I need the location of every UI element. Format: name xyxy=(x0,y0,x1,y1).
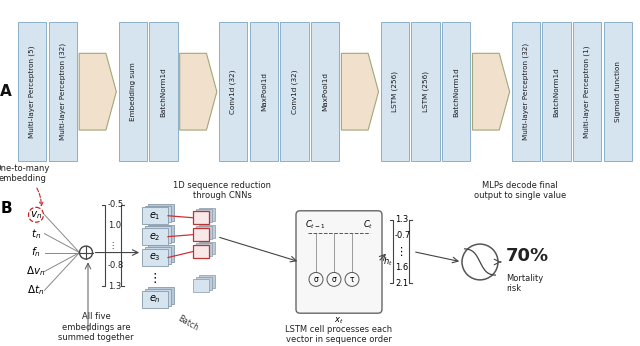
FancyBboxPatch shape xyxy=(148,204,174,221)
Polygon shape xyxy=(472,53,509,130)
FancyBboxPatch shape xyxy=(196,243,212,256)
Text: LSTM (256): LSTM (256) xyxy=(392,71,398,112)
FancyBboxPatch shape xyxy=(412,22,440,162)
FancyBboxPatch shape xyxy=(142,207,168,224)
Text: 1.3: 1.3 xyxy=(395,215,408,224)
FancyBboxPatch shape xyxy=(543,22,571,162)
Text: ⋮: ⋮ xyxy=(108,241,116,250)
Text: Batch: Batch xyxy=(176,314,200,333)
Text: One-to-many
embedding: One-to-many embedding xyxy=(0,164,50,206)
Text: Mortality
risk: Mortality risk xyxy=(506,274,543,293)
FancyBboxPatch shape xyxy=(280,22,308,162)
FancyBboxPatch shape xyxy=(296,211,382,313)
Text: σ: σ xyxy=(314,275,318,284)
Text: τ: τ xyxy=(349,275,355,284)
Text: $\Delta t_n$: $\Delta t_n$ xyxy=(28,283,45,297)
Text: LSTM (256): LSTM (256) xyxy=(422,71,429,112)
Text: Multi-layer Perceptron (5): Multi-layer Perceptron (5) xyxy=(29,45,35,138)
FancyBboxPatch shape xyxy=(219,22,248,162)
Text: LSTM cell processes each
vector in sequence order: LSTM cell processes each vector in seque… xyxy=(285,325,392,344)
Text: MaxPool1d: MaxPool1d xyxy=(261,72,267,111)
Text: BatchNorm1d: BatchNorm1d xyxy=(160,67,166,117)
FancyBboxPatch shape xyxy=(149,22,177,162)
FancyBboxPatch shape xyxy=(142,249,168,266)
FancyBboxPatch shape xyxy=(199,225,215,237)
FancyBboxPatch shape xyxy=(193,245,209,258)
FancyBboxPatch shape xyxy=(145,247,171,264)
FancyBboxPatch shape xyxy=(148,225,174,242)
FancyBboxPatch shape xyxy=(145,289,171,306)
Text: -0.8: -0.8 xyxy=(108,262,124,271)
FancyBboxPatch shape xyxy=(196,277,212,290)
Text: $C_{t-1}$: $C_{t-1}$ xyxy=(305,218,326,231)
FancyBboxPatch shape xyxy=(512,22,540,162)
FancyBboxPatch shape xyxy=(148,245,174,262)
Text: $f_n$: $f_n$ xyxy=(31,246,41,260)
Text: Multi-layer Perceptron (1): Multi-layer Perceptron (1) xyxy=(584,45,591,138)
Text: 1.0: 1.0 xyxy=(108,221,121,230)
FancyBboxPatch shape xyxy=(142,291,168,308)
Text: 2.1: 2.1 xyxy=(395,279,408,288)
Text: BatchNorm1d: BatchNorm1d xyxy=(554,67,559,117)
FancyBboxPatch shape xyxy=(193,279,209,292)
Polygon shape xyxy=(180,53,217,130)
Text: 1D sequence reduction
through CNNs: 1D sequence reduction through CNNs xyxy=(173,181,271,200)
FancyBboxPatch shape xyxy=(142,228,168,245)
Text: $\Delta v_n$: $\Delta v_n$ xyxy=(26,265,45,278)
FancyBboxPatch shape xyxy=(148,287,174,304)
FancyBboxPatch shape xyxy=(196,209,212,222)
Text: $v_n$: $v_n$ xyxy=(30,209,42,221)
FancyBboxPatch shape xyxy=(145,206,171,222)
Text: σ: σ xyxy=(332,275,337,284)
Text: Sigmoid function: Sigmoid function xyxy=(615,61,621,122)
Text: $e_1$: $e_1$ xyxy=(149,210,161,222)
FancyBboxPatch shape xyxy=(381,22,409,162)
FancyBboxPatch shape xyxy=(442,22,470,162)
Text: -0.7: -0.7 xyxy=(395,231,412,240)
Text: Multi-layer Perceptron (32): Multi-layer Perceptron (32) xyxy=(60,43,66,140)
Text: All five
embeddings are
summed together: All five embeddings are summed together xyxy=(58,312,134,342)
Text: $x_t$: $x_t$ xyxy=(334,315,344,326)
Text: $e_n$: $e_n$ xyxy=(149,293,161,305)
FancyBboxPatch shape xyxy=(118,22,147,162)
FancyBboxPatch shape xyxy=(573,22,602,162)
FancyBboxPatch shape xyxy=(311,22,339,162)
FancyBboxPatch shape xyxy=(18,22,47,162)
Text: $h_t$: $h_t$ xyxy=(383,256,393,268)
FancyBboxPatch shape xyxy=(199,242,215,254)
Polygon shape xyxy=(341,53,378,130)
Text: ⋮: ⋮ xyxy=(395,247,406,256)
Text: $C_t$: $C_t$ xyxy=(363,218,373,231)
Text: B: B xyxy=(0,201,12,216)
Text: BatchNorm1d: BatchNorm1d xyxy=(453,67,459,117)
FancyBboxPatch shape xyxy=(49,22,77,162)
Text: Conv1d (32): Conv1d (32) xyxy=(230,70,236,114)
Text: MaxPool1d: MaxPool1d xyxy=(322,72,328,111)
Text: 1.3: 1.3 xyxy=(108,282,121,291)
Text: 1.6: 1.6 xyxy=(395,263,408,272)
Text: A: A xyxy=(0,84,12,99)
Text: $e_3$: $e_3$ xyxy=(149,252,161,263)
FancyBboxPatch shape xyxy=(199,275,215,288)
FancyBboxPatch shape xyxy=(196,226,212,239)
Text: MLPs decode final
output to single value: MLPs decode final output to single value xyxy=(474,181,566,200)
Text: 70%: 70% xyxy=(506,247,549,265)
Text: Conv1d (32): Conv1d (32) xyxy=(291,70,298,114)
Polygon shape xyxy=(79,53,116,130)
Text: $e_2$: $e_2$ xyxy=(149,231,161,243)
Text: Embedding sum: Embedding sum xyxy=(130,62,136,121)
Text: -0.5: -0.5 xyxy=(108,200,124,209)
FancyBboxPatch shape xyxy=(199,208,215,221)
Text: ⋮: ⋮ xyxy=(148,272,161,285)
FancyBboxPatch shape xyxy=(193,228,209,241)
FancyBboxPatch shape xyxy=(193,211,209,224)
FancyBboxPatch shape xyxy=(604,22,632,162)
Text: $t_n$: $t_n$ xyxy=(31,227,41,240)
FancyBboxPatch shape xyxy=(250,22,278,162)
Text: Multi-layer Perceptron (32): Multi-layer Perceptron (32) xyxy=(523,43,529,140)
FancyBboxPatch shape xyxy=(145,226,171,243)
